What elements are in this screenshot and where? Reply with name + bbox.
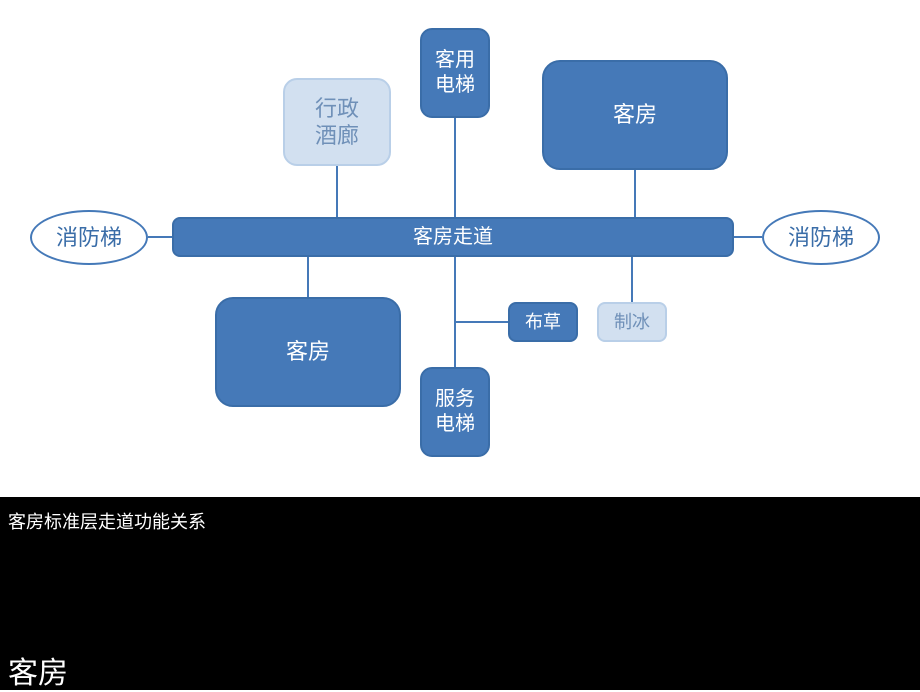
node-fire_left: 消防梯 — [30, 210, 148, 265]
node-exec_lounge: 行政 酒廊 — [283, 78, 391, 166]
node-label: 客房 — [286, 338, 330, 366]
node-room_top: 客房 — [542, 60, 728, 170]
node-room_bottom: 客房 — [215, 297, 401, 407]
node-corridor: 客房走道 — [172, 217, 734, 257]
node-ice: 制冰 — [597, 302, 667, 342]
node-label: 消防梯 — [788, 224, 854, 252]
node-label: 客房 — [613, 101, 657, 129]
node-label: 消防梯 — [56, 224, 122, 252]
node-label: 客用 电梯 — [435, 48, 475, 98]
node-linen: 布草 — [508, 302, 578, 342]
node-label: 布草 — [525, 311, 561, 334]
node-fire_right: 消防梯 — [762, 210, 880, 265]
footer-panel: 客房标准层走道功能关系 客房 — [0, 497, 920, 690]
footer-subtitle: 客房标准层走道功能关系 — [8, 508, 206, 534]
node-label: 客房走道 — [413, 225, 493, 250]
node-guest_elevator: 客用 电梯 — [420, 28, 490, 118]
node-label: 服务 电梯 — [435, 387, 475, 437]
node-service_elev: 服务 电梯 — [420, 367, 490, 457]
node-label: 制冰 — [614, 311, 650, 334]
footer-title: 客房 — [8, 648, 68, 692]
node-label: 行政 酒廊 — [315, 95, 359, 150]
